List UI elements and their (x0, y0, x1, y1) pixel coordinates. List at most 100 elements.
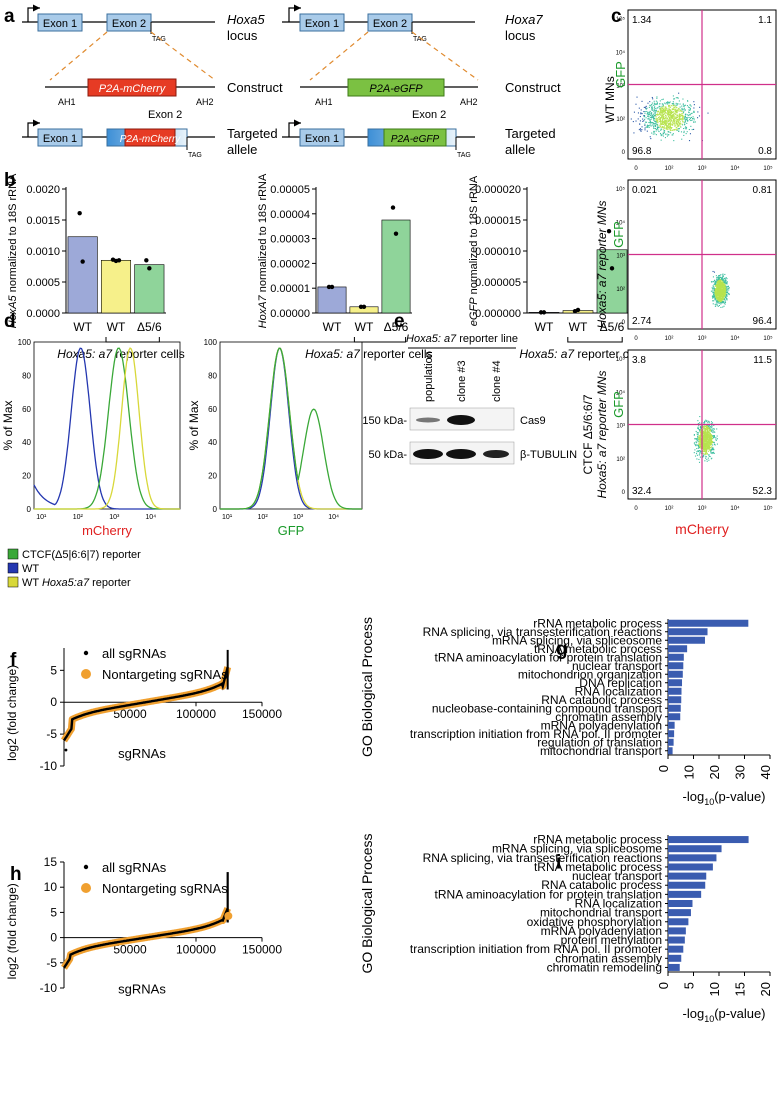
flow-event (669, 117, 671, 119)
flow-event (685, 126, 687, 128)
ylabel-b3: eGFP normalized to 18S rRNA (468, 175, 480, 326)
point-b3-0-1 (541, 310, 547, 315)
flow-event (660, 134, 662, 136)
flow-event (713, 441, 715, 443)
flow-event (656, 97, 658, 99)
flow-event (651, 107, 653, 109)
group-rest-b2: reporter cells (360, 347, 433, 361)
ytick-label-h: 10 (44, 880, 58, 894)
flow-event (680, 113, 682, 115)
flow-event (689, 133, 691, 135)
hist-xtick-1: 10⁴ (328, 514, 339, 521)
flow-event (675, 116, 677, 118)
flow-event (700, 442, 702, 444)
flow-event (675, 97, 677, 99)
flow-event (649, 136, 651, 138)
flow-event (728, 289, 730, 291)
flow-event (705, 441, 707, 443)
flow-event (723, 290, 725, 292)
flow-event (647, 113, 649, 115)
flow-event (715, 294, 717, 297)
flow-event (689, 109, 691, 112)
flow-event (721, 292, 723, 294)
flow-event (698, 430, 701, 432)
flow-event (656, 110, 658, 112)
flow-event (712, 444, 714, 446)
flow-event (636, 96, 638, 98)
flow-event (655, 128, 657, 131)
flow-event (718, 278, 720, 280)
flow-event (722, 289, 724, 291)
flow-event (651, 132, 653, 134)
flow-event (708, 442, 710, 444)
flow-event (708, 447, 710, 449)
hist-xtick-0: 10² (73, 514, 84, 521)
flow-event (712, 297, 714, 299)
flow-event (713, 293, 716, 295)
flow-event (653, 127, 655, 129)
flow-event (724, 288, 726, 291)
flow-event (645, 126, 647, 128)
flow-event (668, 110, 670, 112)
flow-event (712, 276, 714, 278)
flow-event (675, 112, 677, 114)
go-bar-i-5 (668, 881, 706, 889)
flow-event (676, 111, 678, 113)
flow-event (702, 445, 704, 448)
panel-letter-i: i (556, 852, 561, 873)
exon1-label-right: Exon 1 (305, 18, 339, 30)
flow-event (717, 298, 719, 300)
flow-event (643, 115, 645, 117)
flow-event (673, 106, 676, 108)
flow-event (656, 124, 658, 126)
flow-event (681, 114, 684, 116)
flow-event (702, 441, 704, 443)
ytick-label-b3: 0.000020 (475, 184, 521, 196)
flow-event (723, 283, 725, 285)
flow-event (714, 431, 716, 433)
ylabel-h: log2 (fold change) (5, 883, 19, 979)
flow-ytick-2: 10⁴ (616, 389, 626, 396)
hist-ytick-0: 40 (22, 438, 31, 447)
ylabel-gene-b2: HoxA7 (257, 294, 269, 328)
xtick-label-h: 150000 (242, 943, 282, 957)
flow-event (650, 104, 653, 106)
hist-xtick-0: 10⁴ (145, 514, 156, 521)
flow-event (711, 424, 713, 426)
flow-event (684, 115, 687, 118)
flow-event (717, 278, 719, 280)
flow-event (646, 107, 648, 109)
flow-event (660, 117, 662, 119)
flow-event (702, 454, 705, 456)
flow-event (724, 298, 726, 300)
flow-event (633, 111, 635, 113)
targeted-label1-right: Targeted (505, 126, 556, 141)
flow-event (708, 453, 710, 456)
flow-event (663, 106, 665, 108)
flow-event (697, 441, 699, 443)
flow-event (683, 110, 685, 112)
flow-event (700, 450, 702, 452)
flow-event (642, 120, 644, 122)
flow-event (712, 447, 714, 449)
flow-event (702, 450, 704, 452)
flow-event (720, 306, 722, 308)
flow-event (697, 435, 699, 437)
flow-event (699, 429, 701, 431)
panel-letter-d: d (4, 311, 16, 332)
exon2-label-left: Exon 2 (112, 18, 146, 30)
flow-event (699, 440, 701, 442)
flow-event (658, 127, 660, 129)
flow-event (708, 432, 710, 434)
flow-event (714, 436, 716, 438)
flow-event (683, 134, 685, 137)
flow-event (719, 283, 721, 285)
ytick-label-h: 15 (44, 855, 58, 869)
flow-event (639, 120, 641, 122)
flow-event (718, 280, 720, 282)
flow-event (720, 279, 722, 281)
flow-event (691, 118, 694, 120)
flow-event (690, 116, 693, 118)
flow-event (667, 134, 669, 136)
flow-event (668, 104, 670, 107)
